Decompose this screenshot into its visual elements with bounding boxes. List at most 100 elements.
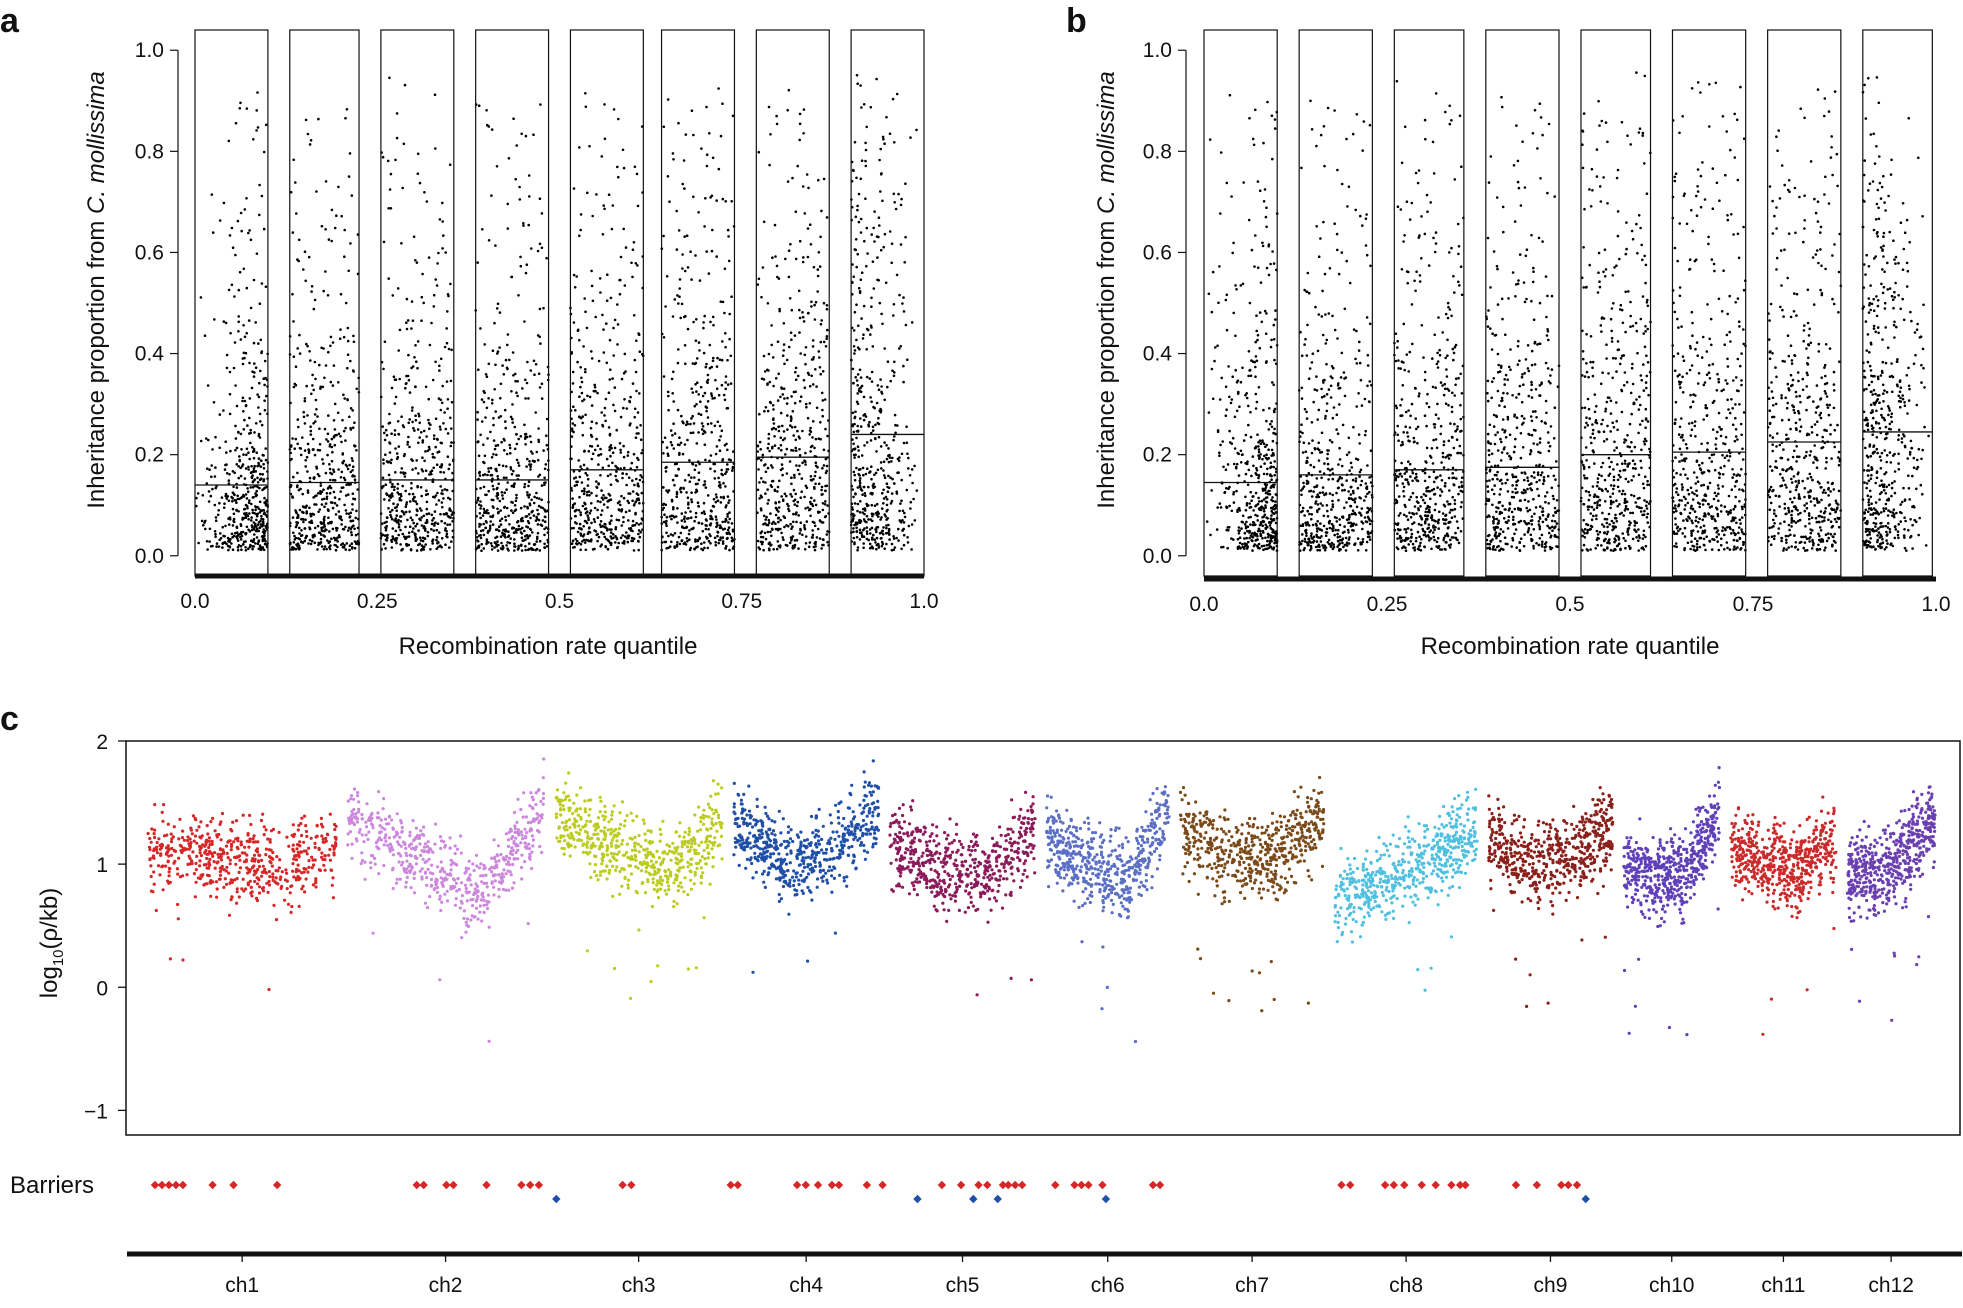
panel-a-point xyxy=(729,354,733,358)
panel-a-point xyxy=(493,321,496,325)
panel-b-point xyxy=(1360,507,1364,510)
panel-a-point xyxy=(731,469,734,472)
panel-a-point xyxy=(524,134,528,138)
panel-a-point xyxy=(609,498,613,502)
panel-b-point xyxy=(1227,365,1230,368)
panel-a-point xyxy=(446,535,449,539)
panel-b-point xyxy=(1307,377,1311,381)
panel-a-point xyxy=(544,510,547,513)
panel-a-point xyxy=(249,486,252,489)
panel-a-point xyxy=(389,481,392,484)
panel-a-point xyxy=(535,537,539,541)
panel-a-point xyxy=(490,548,494,551)
panel-a-point xyxy=(390,546,394,549)
panel-b-point xyxy=(1259,281,1263,284)
panel-a-point xyxy=(897,192,900,196)
panel-a-point xyxy=(258,478,262,482)
panel-a-point xyxy=(246,487,249,490)
panel-a-point xyxy=(496,302,500,306)
panel-a-point xyxy=(697,521,701,525)
panel-a-point xyxy=(263,399,266,403)
panel-a-point xyxy=(797,435,801,439)
panel-a-point xyxy=(306,442,310,446)
panel-a-point xyxy=(318,443,322,446)
panel-a-point xyxy=(790,308,794,312)
panel-a-point xyxy=(887,474,890,478)
panel-a-point xyxy=(796,164,799,168)
panel-a-point xyxy=(689,250,692,253)
panel-a-point xyxy=(697,393,700,396)
panel-a-point xyxy=(721,300,725,304)
panel-a-point xyxy=(203,334,207,338)
panel-a-point xyxy=(779,436,783,440)
panel-a-point xyxy=(492,439,496,442)
panel-a-point xyxy=(776,485,780,489)
panel-a-point xyxy=(773,488,777,492)
panel-a-point xyxy=(623,352,627,356)
panel-a-point xyxy=(907,524,911,528)
panel-b-point xyxy=(1265,453,1268,457)
panel-a-point xyxy=(523,433,527,436)
panel-a-point xyxy=(533,543,536,546)
panel-a-point xyxy=(415,261,419,264)
panel-b-point xyxy=(1317,408,1321,412)
panel-a-point xyxy=(594,389,597,393)
panel-a-point xyxy=(299,453,303,457)
panel-a-point xyxy=(309,542,313,546)
panel-a-point xyxy=(264,285,268,289)
panel-a-point xyxy=(296,471,299,475)
panel-a-point xyxy=(353,527,356,531)
panel-a-point xyxy=(210,464,213,467)
panel-a-point xyxy=(771,522,774,525)
panel-a-point xyxy=(580,376,583,380)
panel-b-point xyxy=(1224,414,1228,418)
panel-a-point xyxy=(538,497,541,500)
panel-a-point xyxy=(254,366,258,370)
panel-a-point xyxy=(482,507,486,511)
panel-a-point xyxy=(863,527,866,530)
panel-a-point xyxy=(495,453,498,457)
panel-a-point xyxy=(406,374,410,378)
panel-a-point xyxy=(307,448,310,451)
panel-a-point xyxy=(294,525,298,529)
panel-b-point xyxy=(1263,462,1266,465)
panel-a-point xyxy=(805,405,808,409)
panel-a-point xyxy=(519,435,523,438)
panel-b-point xyxy=(1247,423,1250,427)
panel-a-point xyxy=(896,471,899,475)
panel-a-point xyxy=(593,547,596,551)
panel-a-point xyxy=(678,278,682,281)
panel-a-point xyxy=(215,542,219,545)
panel-a-point xyxy=(231,548,235,551)
panel-a-point xyxy=(257,434,261,438)
panel-a-point xyxy=(794,492,797,496)
panel-a-point xyxy=(195,496,198,500)
panel-a-point xyxy=(491,349,495,353)
panel-a-point xyxy=(573,502,576,505)
panel-a-point xyxy=(876,256,879,259)
panel-a-point xyxy=(852,536,856,540)
panel-a-point xyxy=(502,437,506,441)
panel-a-point xyxy=(326,539,329,542)
panel-b-point xyxy=(1242,181,1245,184)
panel-a-point xyxy=(410,481,413,485)
panel-a-point xyxy=(382,240,386,244)
panel-a-point xyxy=(524,534,527,538)
panel-a-point xyxy=(862,333,865,337)
panel-a-point xyxy=(516,519,520,523)
panel-a-point xyxy=(708,343,712,347)
panel-a-point xyxy=(620,377,624,381)
panel-a-point xyxy=(690,387,693,391)
panel-a-point xyxy=(227,548,230,552)
panel-a-point xyxy=(633,523,637,527)
panel-a-point xyxy=(606,474,610,478)
panel-a-point xyxy=(235,486,239,489)
panel-a-point xyxy=(245,453,248,457)
panel-a-point xyxy=(726,383,730,386)
panel-a-point xyxy=(328,547,332,551)
panel-a-point xyxy=(417,472,420,475)
panel-a-point xyxy=(785,494,788,498)
panel-a-point xyxy=(536,531,540,535)
panel-a-point xyxy=(345,512,348,515)
panel-a-point xyxy=(394,158,397,162)
